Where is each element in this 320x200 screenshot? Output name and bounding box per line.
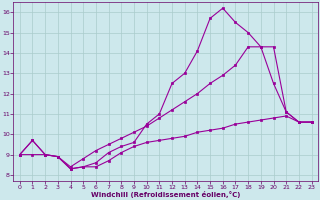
X-axis label: Windchill (Refroidissement éolien,°C): Windchill (Refroidissement éolien,°C) [91, 191, 240, 198]
